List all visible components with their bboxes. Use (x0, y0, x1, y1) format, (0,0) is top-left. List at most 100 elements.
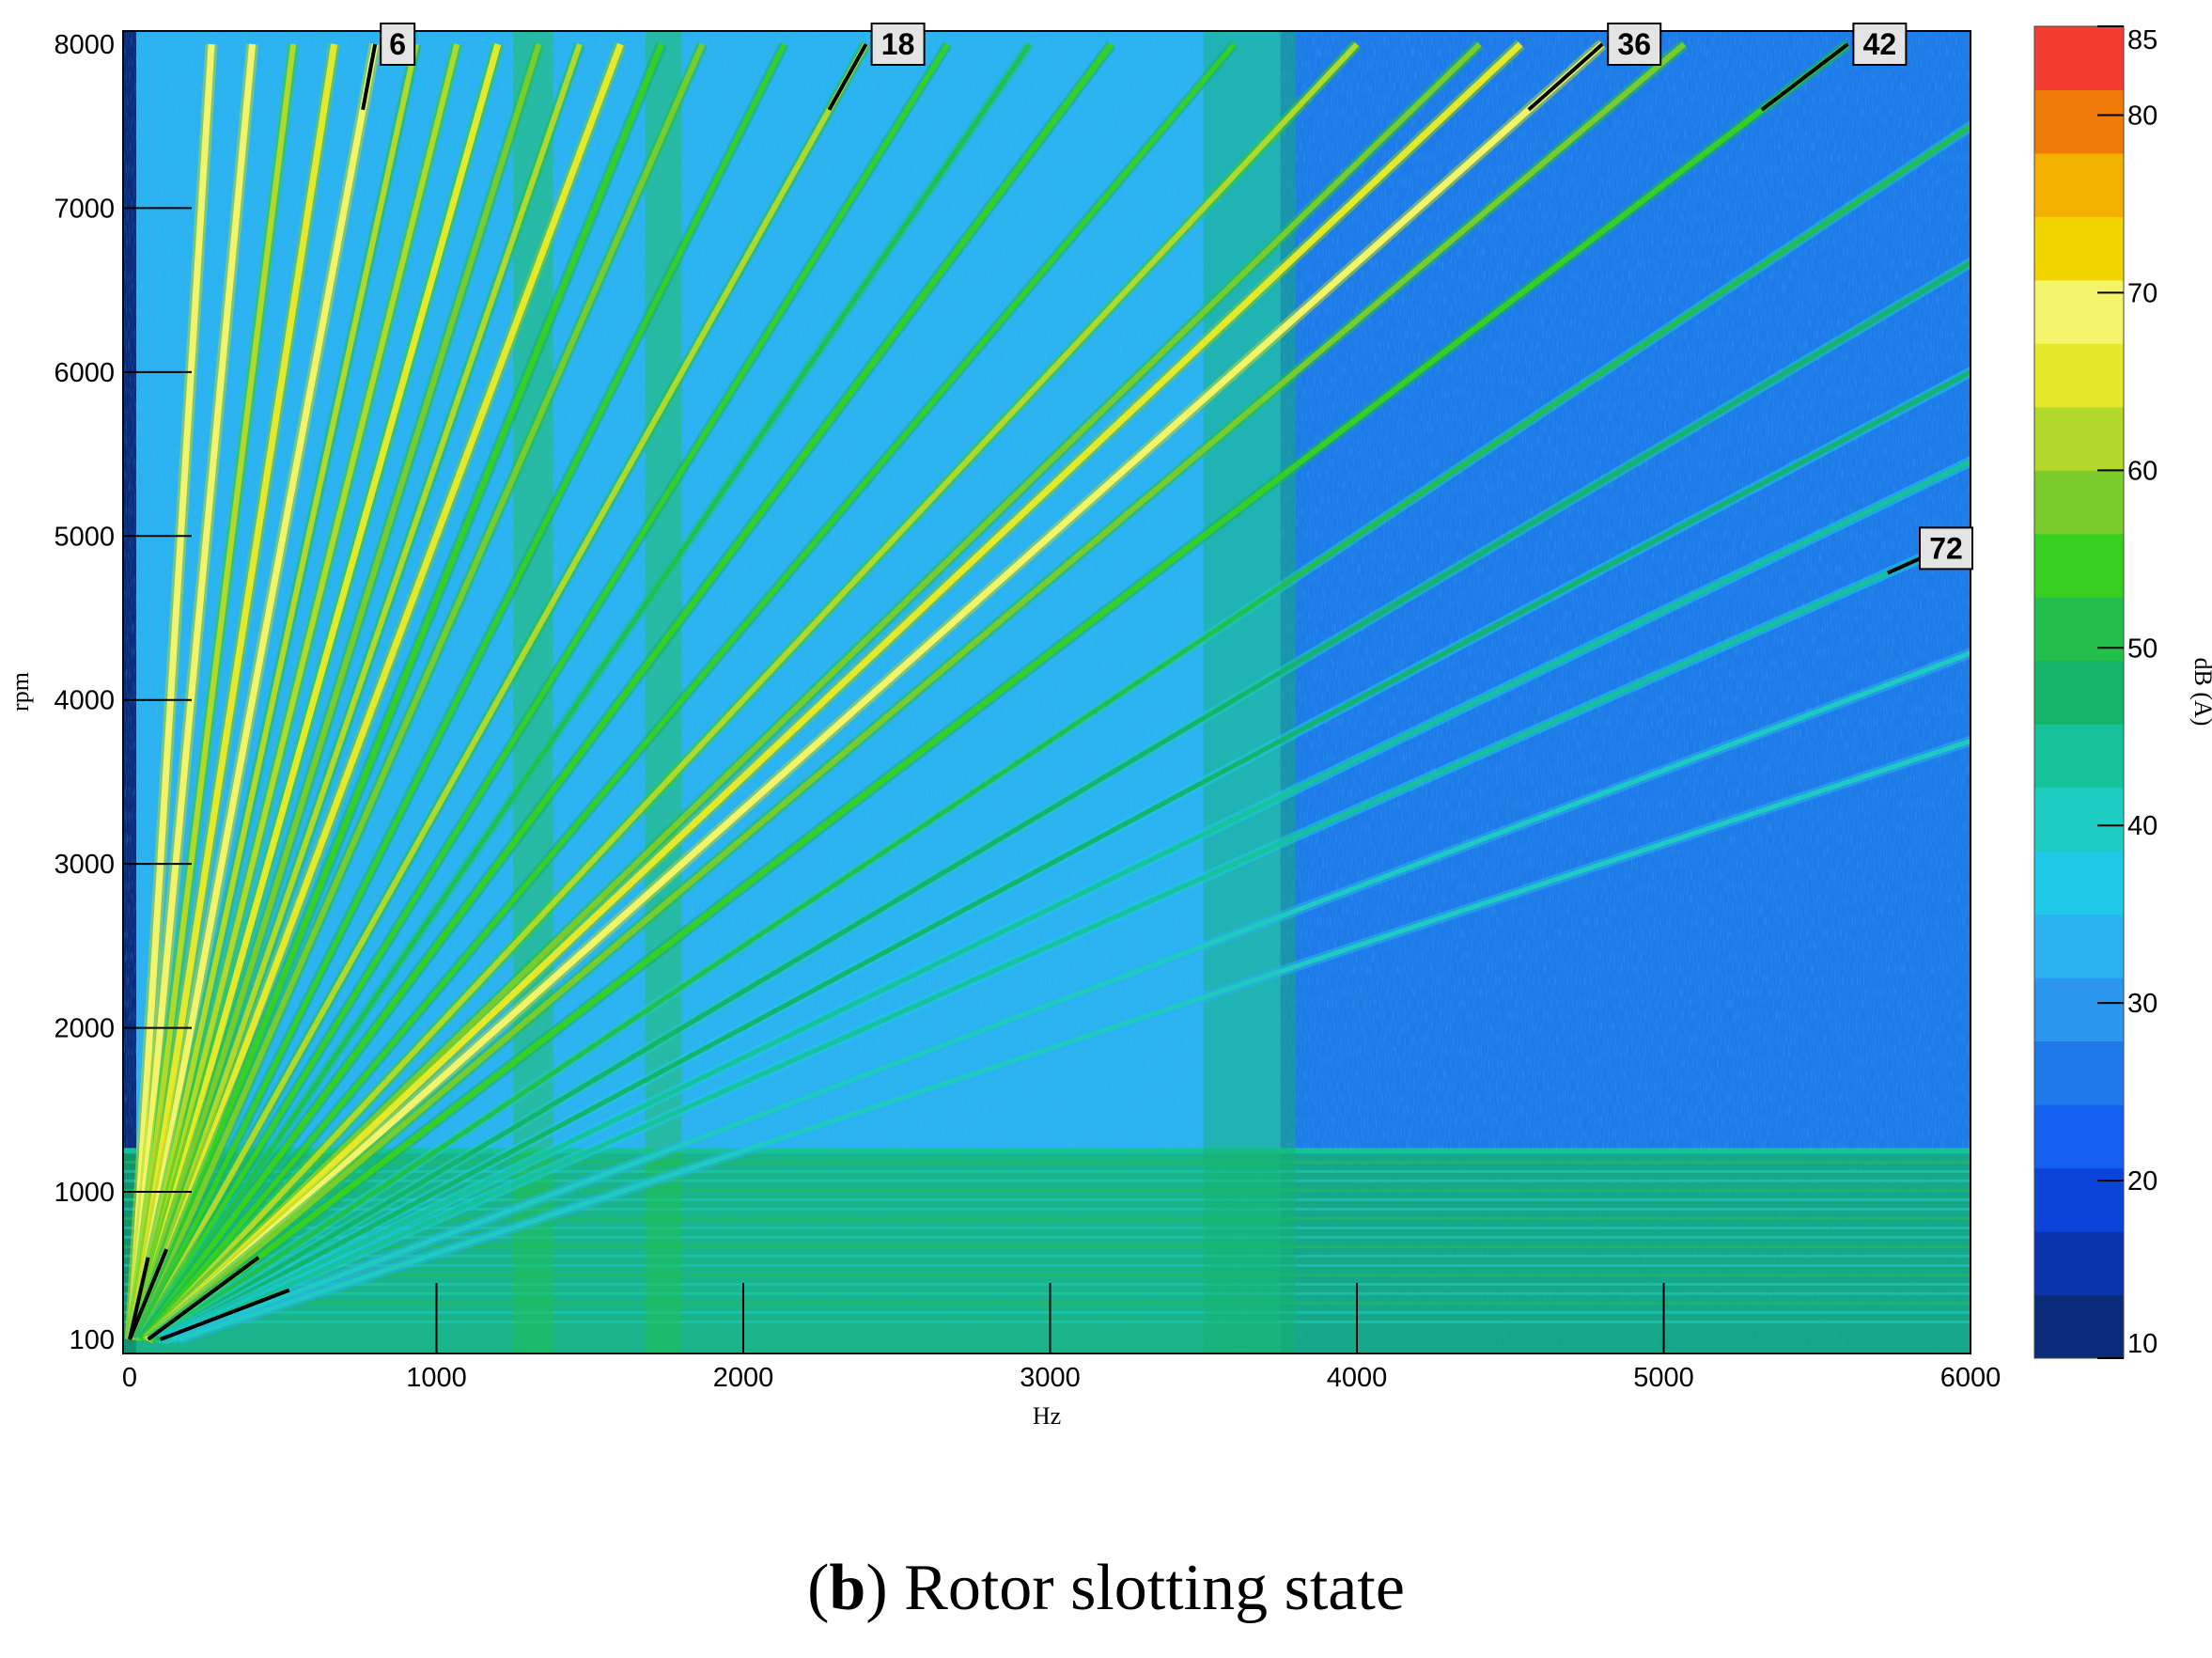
colorbar-frame (2033, 25, 2125, 1359)
colorbar-band (2034, 533, 2124, 598)
colorbar-band (2034, 470, 2124, 535)
order-line (129, 43, 338, 1340)
order-label-leader (361, 43, 378, 111)
colorbar-tick-label: 30 (2127, 989, 2157, 1019)
y-tick-label: 3000 (54, 850, 115, 880)
x-tick-label: 2000 (713, 1363, 774, 1393)
order-label-box (1919, 526, 1973, 571)
x-axis-title: Hz (1033, 1402, 1061, 1430)
order-line (133, 42, 664, 1341)
colorbar-tick-label: 20 (2127, 1166, 2157, 1197)
colorbar-band (2034, 597, 2124, 662)
order-line (152, 123, 1971, 1342)
colorbar-band (2034, 660, 2124, 725)
colorbar-tick-label: 10 (2127, 1329, 2157, 1359)
colorbar-band (2034, 978, 2124, 1042)
y-tick-label: 8000 (54, 30, 115, 60)
order-line (132, 42, 624, 1341)
low-rpm-marker (159, 1288, 290, 1341)
order-label-text: 72 (1929, 531, 1963, 565)
colorbar-tick-label: 40 (2127, 811, 2157, 841)
order-label-6: 6 (361, 23, 416, 111)
order-line (131, 43, 460, 1340)
x-tick-label: 5000 (1633, 1363, 1694, 1393)
order-line (159, 369, 1971, 1342)
order-line (149, 41, 1850, 1342)
order-line (130, 43, 419, 1340)
order-line (127, 43, 215, 1340)
low-rpm-marker (128, 1248, 169, 1340)
noise-texture (123, 31, 1971, 1353)
plot-frame (122, 30, 1971, 1354)
order-line (128, 43, 257, 1340)
order-line (162, 459, 1971, 1342)
order-label-42: 42 (1760, 23, 1908, 112)
colorbar-band (2034, 89, 2124, 154)
colorbar-band (2034, 216, 2124, 281)
x-tick-label: 1000 (406, 1363, 467, 1393)
colorbar-band (2034, 152, 2124, 217)
colorbar-band (2034, 1231, 2124, 1296)
order-line (178, 738, 1971, 1342)
caption-text: ) Rotor slotting state (865, 1552, 1405, 1624)
colorbar-tick-label: 80 (2127, 101, 2157, 131)
order-line (138, 42, 1032, 1341)
order-line (133, 42, 706, 1341)
order-line (136, 42, 869, 1341)
order-label-36: 36 (1527, 23, 1662, 112)
colorbar-tick-label: 70 (2127, 278, 2157, 308)
order-label-text: 6 (389, 27, 406, 61)
order-line (129, 43, 379, 1340)
order-line (165, 533, 1971, 1342)
y-tick-label: 100 (70, 1325, 115, 1355)
order-label-text: 18 (881, 27, 915, 61)
colorbar: 10 20 30 40 50 60 70 80 85 (2033, 25, 2157, 1359)
y-tick-label: 1000 (54, 1178, 115, 1208)
order-line (141, 42, 1237, 1341)
figure-caption: (b) Rotor slotting state (0, 1551, 2212, 1626)
colorbar-band (2034, 724, 2124, 789)
x-tick-label: 6000 (1940, 1363, 2002, 1393)
colorbar-band (2034, 1104, 2124, 1169)
colorbar-tick-label: 50 (2127, 633, 2157, 664)
colorbar-band (2034, 787, 2124, 852)
order-line (171, 650, 1971, 1342)
order-line (137, 42, 950, 1341)
x-tick-label: 0 (122, 1363, 137, 1393)
order-line (132, 43, 542, 1340)
colorbar-tick-label: 85 (2127, 25, 2157, 55)
order-line (139, 42, 1114, 1341)
order-label-box (1852, 23, 1908, 66)
y-tick-label: 4000 (54, 686, 115, 716)
order-line (146, 41, 1605, 1342)
order-label-72: 72 (1887, 526, 1973, 575)
order-line (143, 41, 1360, 1342)
order-label-text: 36 (1617, 27, 1651, 61)
order-line (147, 41, 1687, 1342)
order-label-box (870, 23, 926, 66)
order-label-text: 42 (1863, 27, 1897, 61)
order-line (131, 43, 502, 1340)
y-tick-label: 6000 (54, 358, 115, 388)
order-label-leader (1527, 42, 1604, 112)
order-line (145, 41, 1523, 1342)
order-label-18: 18 (827, 23, 926, 111)
colorbar-band (2034, 914, 2124, 978)
colorbar-band (2034, 406, 2124, 471)
x-tick-label: 3000 (1020, 1363, 1081, 1393)
order-line (132, 43, 583, 1340)
y-axis-title: rpm (7, 672, 34, 712)
colorbar-band (2034, 343, 2124, 408)
y-tick-label: 7000 (54, 194, 115, 224)
order-labels: 6 18 36 42 72 (361, 23, 1973, 575)
order-label-box (380, 23, 416, 66)
order-label-leader (1760, 42, 1849, 112)
low-rpm-marker (147, 1256, 260, 1341)
order-label-box (1607, 23, 1662, 66)
order-line (135, 42, 787, 1341)
plot-area (123, 31, 1971, 1353)
colorbar-band (2034, 279, 2124, 344)
colorbar-title: dB (A) (2189, 658, 2212, 727)
colorbar-tick-label: 60 (2127, 456, 2157, 486)
